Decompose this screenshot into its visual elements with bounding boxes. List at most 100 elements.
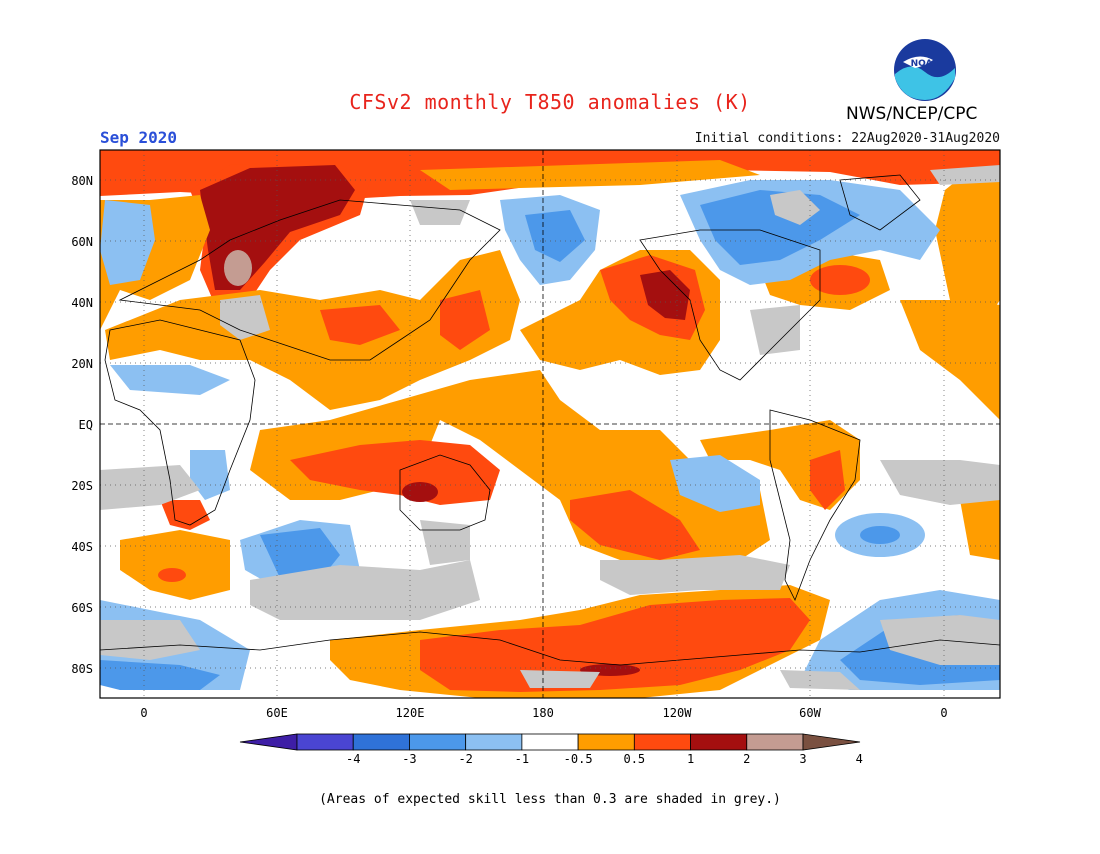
lon-label: 60E (266, 706, 288, 720)
low-skill-mask-region (220, 295, 270, 340)
cool-anomaly-region (100, 660, 220, 690)
low-skill-mask-region (930, 165, 1000, 185)
low-skill-mask-region (410, 200, 470, 225)
colorbar-swatch (296, 733, 354, 751)
chart-title: CFSv2 monthly T850 anomalies (K) (349, 90, 751, 114)
warm-anomaly-region (440, 290, 490, 350)
cool-anomaly-region (190, 450, 230, 500)
cool-anomaly-region (860, 526, 900, 544)
low-skill-mask-region (770, 190, 820, 225)
coastline-antarctica (100, 631, 1000, 666)
colorbar-tick-label: 3 (799, 752, 806, 766)
coastline-greenland (839, 174, 921, 231)
cool-anomaly-region (110, 365, 230, 395)
lat-label: 60N (71, 235, 93, 249)
anomaly-field (100, 150, 1000, 698)
lat-label: 20N (71, 357, 93, 371)
grid-lines (100, 150, 1000, 698)
low-skill-mask-region (250, 560, 480, 620)
longitude-labels: 0 60E 120E 180 120W 60W 0 (140, 706, 947, 720)
colorbar-tick-label: 4 (856, 752, 863, 766)
lat-label: 80S (71, 662, 93, 676)
strong-warm-anomaly-region (640, 270, 690, 320)
warm-anomaly-region (420, 160, 760, 190)
low-skill-mask-region (100, 465, 200, 510)
colorbar-tick-label: 0.5 (623, 752, 645, 766)
colorbar-swatch (633, 733, 691, 751)
extreme-warm-anomaly-region (224, 250, 252, 286)
warm-anomaly-region (900, 300, 1000, 420)
colorbar-tick-label: -3 (402, 752, 416, 766)
warm-anomaly-region (810, 450, 845, 510)
colorbar-arrow-high (802, 733, 861, 751)
forecast-month-label: Sep 2020 (100, 128, 178, 147)
lon-label: 120E (396, 706, 425, 720)
lat-label: 20S (71, 479, 93, 493)
colorbar-tick-label: 2 (743, 752, 750, 766)
cool-anomaly-region (670, 455, 760, 512)
reference-lines (100, 150, 1000, 698)
map-frame (99, 149, 1001, 699)
lon-label: 120W (663, 706, 693, 720)
low-skill-mask-region (780, 670, 860, 690)
warm-anomaly-region (158, 568, 186, 582)
warm-anomaly-region (420, 598, 810, 692)
cool-anomaly-region (525, 210, 585, 262)
warm-anomaly-region (320, 305, 400, 345)
low-skill-mask-region (750, 305, 800, 355)
warm-anomaly-region (160, 500, 210, 530)
coastline-south-america (769, 409, 861, 601)
warm-anomaly-region (120, 530, 230, 600)
colorbar-legend: -4 -3 -2 -1 -0.5 0.5 1 2 3 4 (239, 733, 863, 766)
cool-anomaly-region (100, 200, 155, 285)
cool-anomaly-region (260, 528, 340, 580)
noaa-logo-icon: NOAA (893, 38, 957, 102)
lat-label: 40S (71, 540, 93, 554)
coastline-north-america (639, 229, 821, 381)
colorbar-swatch (690, 733, 748, 751)
latitude-labels: 80N 60N 40N 20N EQ 20S 40S 60S 80S (71, 174, 93, 676)
warm-anomaly-region (570, 490, 700, 560)
low-skill-mask-region (880, 460, 1000, 505)
colorbar-tick-label: 1 (687, 752, 694, 766)
low-skill-mask-region (420, 520, 470, 565)
footnote: (Areas of expected skill less than 0.3 a… (319, 792, 781, 807)
warm-anomaly-region (960, 490, 1000, 560)
warm-anomaly-region (935, 170, 1000, 330)
colorbar-arrow-low (239, 733, 298, 751)
coastline-eurasia (118, 199, 501, 361)
lon-label: 60W (799, 706, 821, 720)
colorbar-tick-label: -2 (458, 752, 472, 766)
colorbar-swatch (465, 733, 523, 751)
lat-label: 60S (71, 601, 93, 615)
low-skill-mask-region (600, 555, 790, 595)
cool-anomaly-region (700, 190, 860, 265)
warm-anomaly-region (290, 440, 500, 505)
lon-label: 0 (140, 706, 147, 720)
colorbar-tick-label: -0.5 (564, 752, 593, 766)
warm-anomaly-region (810, 265, 870, 295)
low-skill-mask-region (100, 620, 200, 660)
colorbar-swatch (521, 733, 579, 751)
warm-anomaly-region (105, 250, 520, 410)
lon-label: 180 (532, 706, 554, 720)
colorbar-tick-label: -1 (515, 752, 529, 766)
coastlines (100, 174, 1000, 666)
colorbar-swatch (409, 733, 467, 751)
coastline-australia (399, 454, 491, 531)
colorbar-swatch (577, 733, 635, 751)
lat-label: 40N (71, 296, 93, 310)
logo-text: NOAA (911, 59, 940, 69)
strong-warm-anomaly-region (402, 482, 438, 502)
lon-label: 0 (940, 706, 947, 720)
lat-label: 80N (71, 174, 93, 188)
initial-conditions-label: Initial conditions: 22Aug2020-31Aug2020 (694, 131, 1000, 146)
agency-label: NWS/NCEP/CPC (846, 104, 978, 124)
coastline-africa (104, 319, 256, 526)
low-skill-mask-region (520, 670, 600, 688)
lat-label: EQ (79, 418, 93, 432)
colorbar-tick-label: -4 (346, 752, 360, 766)
colorbar-swatch (746, 733, 804, 751)
colorbar-swatch (352, 733, 410, 751)
